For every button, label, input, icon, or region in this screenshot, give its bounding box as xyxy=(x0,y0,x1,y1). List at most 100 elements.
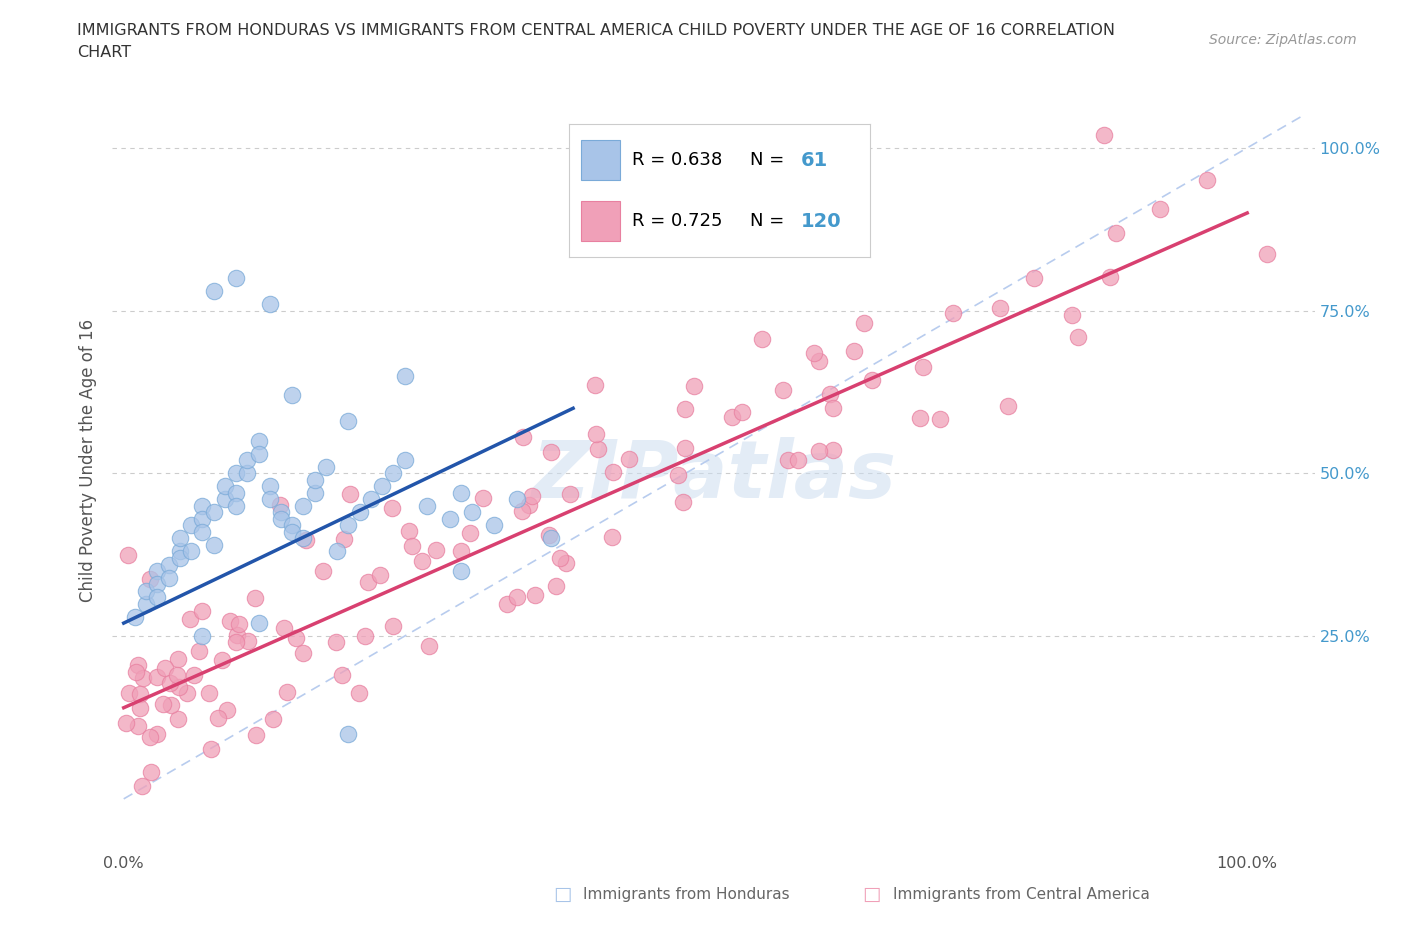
Point xyxy=(166,711,188,726)
Point xyxy=(228,617,250,631)
Point xyxy=(169,544,191,559)
Text: IMMIGRANTS FROM HONDURAS VS IMMIGRANTS FROM CENTRAL AMERICA CHILD POVERTY UNDER : IMMIGRANTS FROM HONDURAS VS IMMIGRANTS F… xyxy=(77,23,1115,38)
Point xyxy=(520,489,543,504)
Point xyxy=(281,525,304,539)
Point xyxy=(295,533,318,548)
Point xyxy=(146,590,169,604)
Point xyxy=(291,645,314,660)
Text: □: □ xyxy=(862,885,882,904)
Point xyxy=(166,651,188,666)
Point xyxy=(349,505,371,520)
Point xyxy=(776,453,799,468)
Point xyxy=(225,635,247,650)
Point xyxy=(247,446,270,461)
Text: ZIPatlas: ZIPatlas xyxy=(531,437,896,515)
Point xyxy=(842,343,865,358)
Point xyxy=(496,597,519,612)
Point xyxy=(225,485,247,500)
Point xyxy=(786,453,808,468)
Point xyxy=(129,686,152,701)
Point xyxy=(191,629,214,644)
Point xyxy=(382,466,405,481)
Point xyxy=(988,300,1011,315)
Point xyxy=(146,726,169,741)
Point xyxy=(262,711,284,726)
Point xyxy=(357,574,380,589)
Point xyxy=(225,271,247,286)
Point xyxy=(215,702,238,717)
Point xyxy=(818,386,841,401)
Point xyxy=(471,490,494,505)
Point xyxy=(180,518,202,533)
Point xyxy=(371,479,394,494)
Point xyxy=(292,531,315,546)
Point xyxy=(997,398,1019,413)
Point xyxy=(183,668,205,683)
Point xyxy=(159,675,181,690)
Point xyxy=(187,644,209,658)
Point xyxy=(354,629,377,644)
Y-axis label: Child Poverty Under the Age of 16: Child Poverty Under the Age of 16 xyxy=(79,319,97,602)
Point xyxy=(135,583,157,598)
Point xyxy=(191,498,214,513)
Point xyxy=(202,505,225,520)
Point xyxy=(721,409,744,424)
Point xyxy=(560,486,582,501)
Point xyxy=(425,543,447,558)
Point xyxy=(401,538,423,553)
Point xyxy=(450,485,472,500)
Point xyxy=(157,570,180,585)
Point xyxy=(225,466,247,481)
Point xyxy=(398,524,420,538)
Point xyxy=(337,726,360,741)
Point xyxy=(506,492,529,507)
Point xyxy=(139,572,162,587)
Point xyxy=(821,401,844,416)
Point xyxy=(125,665,148,680)
Text: □: □ xyxy=(553,885,572,904)
Point xyxy=(259,492,281,507)
Point xyxy=(114,716,136,731)
Point xyxy=(200,741,222,756)
Point xyxy=(544,578,567,593)
Point xyxy=(325,634,347,649)
Point xyxy=(411,553,433,568)
Point xyxy=(1092,127,1115,142)
Point xyxy=(243,591,266,605)
Point xyxy=(202,538,225,552)
Point xyxy=(394,368,416,383)
Point xyxy=(381,500,404,515)
Point xyxy=(673,402,696,417)
Point xyxy=(139,729,162,744)
Point xyxy=(284,631,307,645)
Point xyxy=(225,627,247,642)
Point xyxy=(276,684,298,699)
Point xyxy=(512,430,534,445)
Point xyxy=(131,778,153,793)
Point xyxy=(807,353,830,368)
Point xyxy=(1060,308,1083,323)
Point xyxy=(1256,246,1278,261)
Point xyxy=(540,445,562,459)
Point xyxy=(273,620,295,635)
Point xyxy=(666,467,689,482)
Point xyxy=(450,564,472,578)
Point xyxy=(236,466,259,481)
Point xyxy=(450,544,472,559)
Point xyxy=(730,405,752,419)
Point xyxy=(1105,226,1128,241)
Point xyxy=(219,613,242,628)
Point xyxy=(672,495,695,510)
Point xyxy=(304,472,326,487)
Point xyxy=(337,414,360,429)
Point xyxy=(247,433,270,448)
Point xyxy=(1149,202,1171,217)
Point xyxy=(506,590,529,604)
Point xyxy=(270,512,292,526)
Point xyxy=(751,331,773,346)
Text: Source: ZipAtlas.com: Source: ZipAtlas.com xyxy=(1209,33,1357,46)
Point xyxy=(153,661,176,676)
Point xyxy=(169,531,191,546)
Point xyxy=(281,388,304,403)
Text: Immigrants from Honduras: Immigrants from Honduras xyxy=(583,887,790,902)
